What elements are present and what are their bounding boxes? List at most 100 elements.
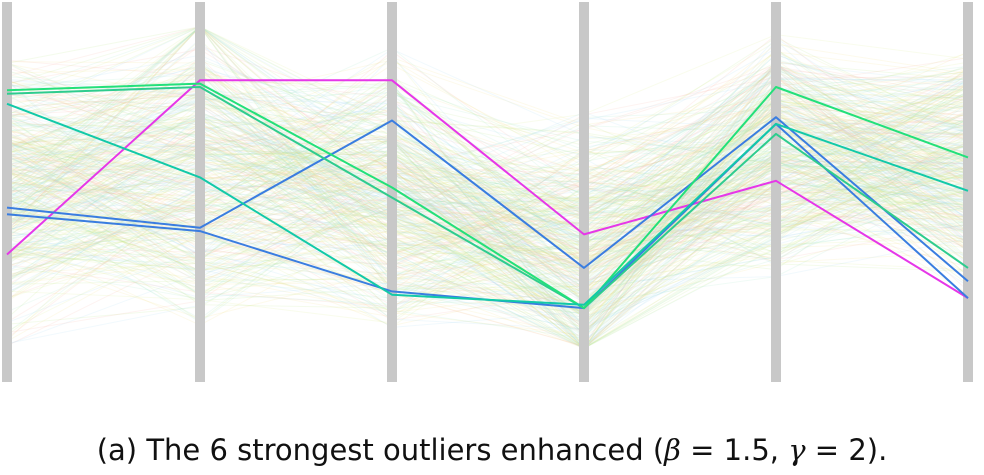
background-line — [6, 66, 969, 263]
background-line — [6, 150, 969, 300]
background-line — [6, 75, 969, 266]
background-line — [6, 81, 969, 195]
background-line — [6, 62, 969, 243]
background-line — [6, 151, 969, 267]
background-line — [6, 57, 969, 226]
background-line — [6, 61, 969, 215]
background-line — [6, 102, 969, 339]
background-line — [6, 89, 969, 268]
background-line — [6, 113, 969, 228]
background-line — [6, 124, 969, 284]
background-line — [6, 193, 969, 318]
background-line — [6, 67, 969, 234]
background-line — [6, 138, 969, 302]
background-line — [6, 151, 969, 283]
background-line — [6, 100, 969, 232]
background-line — [6, 136, 969, 243]
gamma-symbol: γ — [788, 433, 806, 467]
background-line — [6, 124, 969, 349]
background-line — [6, 158, 969, 293]
background-line — [6, 63, 969, 283]
background-line — [6, 68, 969, 349]
background-line — [6, 58, 969, 226]
background-line — [6, 117, 969, 279]
axis-1 — [2, 2, 12, 382]
background-line — [6, 112, 969, 313]
background-line — [6, 72, 969, 305]
background-line — [6, 81, 969, 349]
background-line — [6, 26, 969, 263]
background-line — [6, 206, 969, 311]
background-line — [6, 69, 969, 216]
background-line — [6, 128, 969, 262]
background-line — [6, 64, 969, 339]
background-line — [6, 148, 969, 301]
background-line — [6, 128, 969, 230]
background-line — [6, 121, 969, 220]
background-line — [6, 133, 969, 294]
background-line — [6, 26, 969, 320]
axes — [2, 2, 973, 382]
background-line — [6, 124, 969, 267]
background-line — [6, 207, 969, 312]
background-line — [6, 120, 969, 325]
background-line — [6, 58, 969, 347]
background-line — [6, 26, 969, 270]
background-line — [6, 78, 969, 243]
background-line — [6, 111, 969, 315]
background-line — [6, 101, 969, 271]
background-line — [6, 81, 969, 294]
beta-symbol: β — [664, 433, 681, 467]
background-line — [6, 94, 969, 282]
background-line — [6, 73, 969, 273]
background-line — [6, 93, 969, 246]
background-line — [6, 121, 969, 206]
background-line — [6, 82, 969, 271]
background-line — [6, 82, 969, 318]
background-line — [6, 145, 969, 289]
outlier-lines — [6, 79, 969, 310]
background-line — [6, 94, 969, 276]
background-line — [6, 138, 969, 259]
background-line — [6, 26, 969, 228]
background-line — [6, 103, 969, 312]
background-line — [6, 76, 969, 256]
background-line — [6, 102, 969, 301]
background-line — [6, 109, 969, 241]
background-line — [6, 121, 969, 259]
background-line — [6, 149, 969, 333]
background-line — [6, 95, 969, 337]
background-line — [6, 204, 969, 299]
background-line — [6, 26, 969, 261]
background-line — [6, 73, 969, 318]
background-line — [6, 113, 969, 265]
background-line — [6, 26, 969, 349]
background-line — [6, 26, 969, 349]
background-line — [6, 151, 969, 314]
background-line — [6, 140, 969, 277]
background-line — [6, 76, 969, 225]
background-line — [6, 61, 969, 309]
background-line — [6, 89, 969, 211]
background-line — [6, 145, 969, 295]
background-line — [6, 80, 969, 349]
background-line — [6, 34, 969, 178]
background-line — [6, 100, 969, 296]
background-line — [6, 124, 969, 279]
background-line — [6, 94, 969, 271]
background-line — [6, 88, 969, 266]
background-line — [6, 98, 969, 256]
background-line — [6, 67, 969, 313]
background-line — [6, 115, 969, 261]
background-line — [6, 156, 969, 210]
background-line — [6, 59, 969, 346]
background-line — [6, 26, 969, 236]
background-line — [6, 81, 969, 190]
background-line — [6, 70, 969, 254]
background-line — [6, 116, 969, 274]
background-line — [6, 48, 969, 349]
background-line — [6, 140, 969, 332]
background-line — [6, 104, 969, 349]
background-line — [6, 161, 969, 342]
axis-2 — [195, 2, 205, 382]
